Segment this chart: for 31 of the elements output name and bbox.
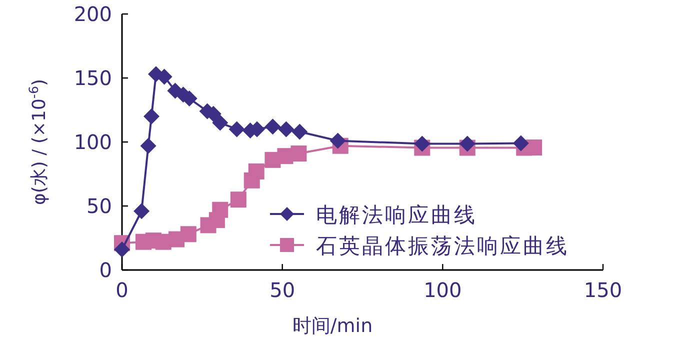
point bbox=[134, 203, 150, 220]
point bbox=[459, 136, 476, 152]
x-axis-title: 时间/min bbox=[292, 315, 373, 337]
point bbox=[144, 108, 160, 124]
y-tick-label: 0 bbox=[99, 258, 112, 282]
legend-label: 电解法响应曲线 bbox=[316, 203, 477, 227]
point bbox=[140, 138, 156, 154]
point bbox=[230, 192, 246, 208]
x-tick-label: 150 bbox=[584, 278, 622, 302]
y-tick-label: 50 bbox=[86, 194, 112, 218]
legend-label: 石英晶体振荡法响应曲线 bbox=[316, 234, 569, 258]
point bbox=[526, 140, 542, 156]
point bbox=[264, 118, 281, 135]
point bbox=[292, 124, 308, 140]
point bbox=[212, 114, 228, 131]
point bbox=[330, 132, 346, 149]
x-tick-label: 100 bbox=[424, 278, 462, 302]
point bbox=[290, 146, 307, 162]
point bbox=[228, 121, 245, 138]
point bbox=[114, 242, 130, 258]
point bbox=[414, 136, 430, 152]
point bbox=[512, 135, 529, 152]
point bbox=[212, 202, 228, 218]
y-tick-label: 200 bbox=[74, 2, 112, 26]
x-tick-label: 0 bbox=[116, 278, 128, 302]
point bbox=[248, 163, 264, 180]
point bbox=[278, 121, 294, 138]
x-tick-label: 50 bbox=[270, 278, 296, 302]
point bbox=[180, 226, 196, 242]
y-tick-label: 100 bbox=[74, 130, 112, 154]
y-tick-label: 150 bbox=[74, 66, 112, 90]
